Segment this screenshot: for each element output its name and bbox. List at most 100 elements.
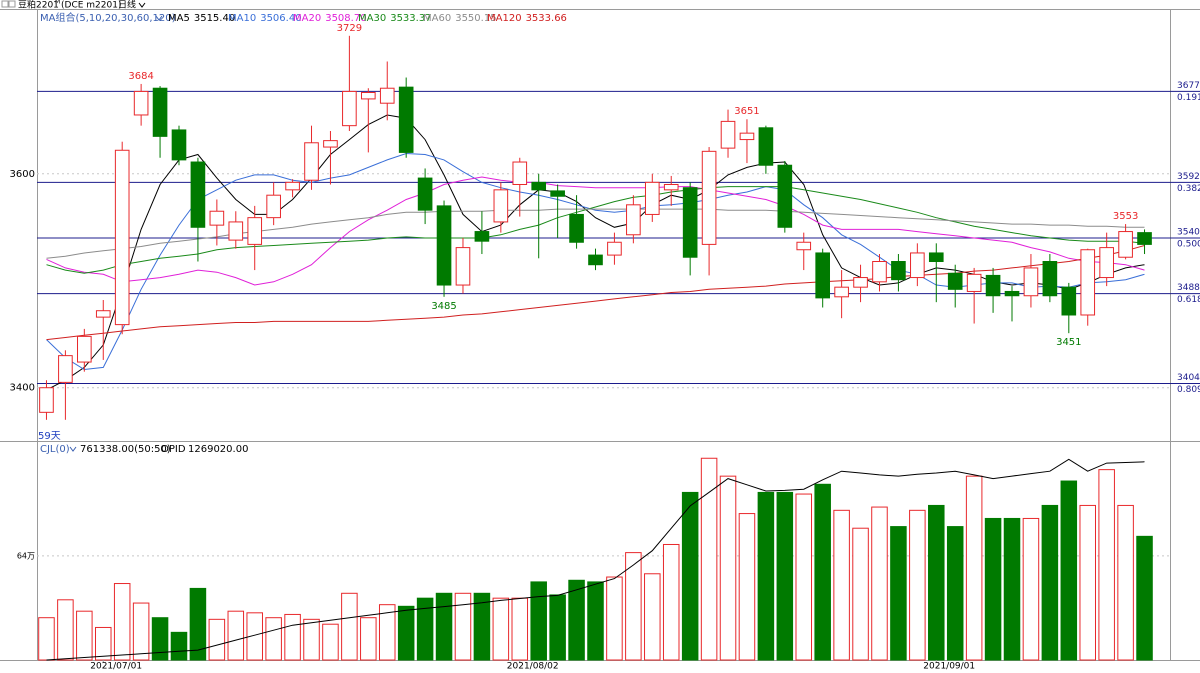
volume-bar (1098, 469, 1115, 661)
candle-body (663, 183, 679, 191)
candle-body (1061, 286, 1077, 316)
volume-bar (113, 583, 131, 661)
candle-body (77, 335, 92, 363)
candle-body (985, 274, 1001, 297)
volume-bar (454, 592, 472, 661)
candle-body (701, 150, 717, 245)
candle-body (379, 87, 395, 104)
volume-bar (738, 513, 756, 661)
ma-chevron[interactable] (155, 15, 163, 21)
legend-name: MA20 (293, 13, 321, 24)
candle-body (436, 205, 452, 286)
legend-entry: MA20 3508.70 (293, 13, 367, 24)
symbol: 豆粕2201 (18, 0, 59, 11)
candle-body (796, 241, 812, 251)
ma-group[interactable]: MA组合(5,10,20,30,60,120) (40, 11, 176, 24)
candle-body (777, 164, 793, 228)
candle-body (190, 161, 206, 228)
y-tick-label: 3600 (10, 169, 35, 180)
volume-bar (511, 597, 529, 661)
candle-body (266, 194, 281, 219)
volume-bar (1041, 504, 1059, 661)
candle-body (626, 204, 641, 236)
y-tick-label: 3400 (10, 383, 35, 394)
volume-tick-label: 64万 (17, 551, 35, 560)
volume-bar (530, 581, 547, 661)
volume-bar (284, 613, 301, 661)
legend-name: MA10 (228, 13, 256, 24)
volume-bar (1060, 480, 1078, 661)
candle-body (114, 149, 130, 326)
window-icon (8, 0, 16, 8)
volume-bar (1117, 504, 1134, 661)
candle-body (569, 213, 584, 243)
level-value: 3540 (1177, 227, 1200, 237)
volume-bar (322, 623, 339, 661)
candle-body (910, 252, 925, 279)
candle-body (228, 221, 244, 241)
legend-entry: MA30 3533.37 (358, 13, 432, 24)
volume-chevron[interactable] (69, 446, 77, 452)
high-label: 3729 (337, 23, 362, 34)
low-label: 3485 (431, 301, 456, 312)
candle-body (417, 177, 433, 211)
legend-name: MA30 (358, 13, 386, 24)
volume-indicator[interactable]: CJL(0) (40, 444, 70, 455)
volume-bar (681, 491, 699, 661)
ma-line (46, 176, 1145, 286)
candle-body (853, 277, 868, 288)
volume-bar (965, 475, 983, 661)
volume-bar (909, 509, 926, 661)
candle-body (682, 187, 698, 258)
candle-body (398, 86, 414, 153)
legend-value: 3515.40 (194, 13, 235, 24)
volume-bar (303, 618, 320, 661)
x-tick-label: 2021/09/01 (923, 662, 975, 672)
volume-bar (170, 631, 188, 661)
level-value: 3404 (1177, 373, 1200, 383)
candle-body (531, 181, 547, 191)
candle-body (891, 261, 906, 281)
period-chevron[interactable] (138, 2, 146, 8)
oi-name: OPID (161, 444, 186, 455)
volume-bar (57, 599, 74, 661)
candle-body (360, 92, 376, 100)
candle-body (247, 217, 263, 245)
legend-entry: MA120 3533.66 (487, 13, 567, 24)
candle-body (171, 129, 187, 161)
candle-body (588, 254, 603, 266)
volume-bar (1079, 504, 1096, 661)
volume-bar (662, 543, 680, 661)
candle-body (58, 355, 73, 383)
candle-body (323, 140, 338, 148)
candle-body (1118, 231, 1133, 258)
candle-body (1099, 247, 1114, 279)
candle-body (1080, 249, 1096, 316)
level-value: 3592 (1177, 172, 1200, 182)
period[interactable]: 日线 (118, 0, 136, 11)
x-tick-label: 2021/08/02 (507, 662, 559, 672)
level-ratio: 0.382 (1177, 184, 1200, 194)
candle-body (1004, 290, 1020, 297)
candle-body (342, 90, 357, 127)
candle-body (644, 181, 660, 215)
volume-bar (833, 509, 850, 661)
window-label: 59天 (38, 431, 61, 442)
candle-body (966, 273, 982, 292)
volume-bar (95, 626, 112, 661)
volume-bar (1003, 517, 1021, 661)
candle-body (474, 231, 490, 242)
high-label: 3684 (128, 71, 153, 82)
legend-entry: MA5 3515.40 (168, 13, 235, 24)
ma-line (46, 245, 1145, 341)
volume-bar (227, 610, 245, 661)
legend-value: 3508.70 (325, 13, 366, 24)
volume-bar (246, 612, 263, 661)
volume-bar (360, 617, 377, 661)
legend-name: MA5 (168, 13, 190, 24)
volume-bar (76, 610, 93, 661)
legend-name: MA120 (487, 13, 522, 24)
candle-body (512, 161, 528, 185)
volume-bar (38, 617, 55, 661)
